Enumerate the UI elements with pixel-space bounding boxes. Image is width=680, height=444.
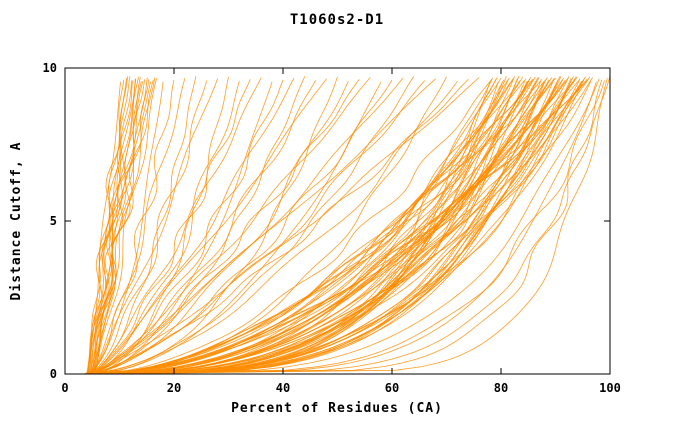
x-tick-label: 0 xyxy=(61,381,68,395)
y-axis-label: Distance Cutoff, A xyxy=(9,142,24,301)
model-curve xyxy=(88,79,284,375)
model-curve xyxy=(84,78,600,375)
model-curve xyxy=(90,78,137,375)
model-curve xyxy=(85,77,553,375)
model-curve xyxy=(85,80,580,375)
model-curve xyxy=(93,76,520,375)
model-curve xyxy=(90,79,360,375)
model-curve xyxy=(92,80,132,375)
model-curve xyxy=(87,80,605,375)
chart-title: T1060s2-D1 xyxy=(290,12,384,28)
model-curve xyxy=(84,81,597,375)
y-tick-label: 5 xyxy=(50,214,57,228)
model-curve xyxy=(91,79,154,375)
model-curve xyxy=(93,78,327,375)
x-tick-label: 20 xyxy=(167,381,181,395)
model-curve xyxy=(91,78,218,375)
model-curve xyxy=(85,76,611,375)
model-curve xyxy=(83,78,572,375)
axis-ticks xyxy=(64,67,611,375)
model-curve xyxy=(90,79,251,375)
model-curve xyxy=(88,79,393,375)
x-tick-label: 80 xyxy=(494,381,508,395)
model-curve xyxy=(86,76,306,375)
model-curve xyxy=(92,76,447,375)
model-curve xyxy=(84,76,229,375)
curves-group xyxy=(83,76,611,375)
model-curve xyxy=(83,81,164,375)
model-curve xyxy=(85,80,566,375)
x-axis-label: Percent of Residues (CA) xyxy=(231,401,443,416)
model-curve xyxy=(83,78,581,375)
model-curve xyxy=(86,76,536,375)
model-curve xyxy=(85,81,382,375)
model-curve xyxy=(86,76,532,375)
model-curve xyxy=(90,77,569,375)
model-curve xyxy=(86,79,550,375)
model-curve xyxy=(93,78,157,375)
model-curve xyxy=(84,76,415,375)
model-curve xyxy=(93,79,547,375)
model-curve xyxy=(83,81,503,375)
model-curve xyxy=(93,76,561,375)
model-curve xyxy=(90,77,514,375)
model-curve xyxy=(85,80,513,375)
model-curve xyxy=(86,79,603,375)
model-curve xyxy=(88,76,139,375)
model-curve xyxy=(92,77,156,375)
model-curve xyxy=(90,77,186,375)
model-curve xyxy=(93,79,493,375)
model-curve xyxy=(93,79,588,375)
model-curve xyxy=(89,77,608,375)
x-tick-label: 100 xyxy=(599,381,621,395)
model-curve xyxy=(85,76,197,375)
y-tick-label: 0 xyxy=(50,367,57,381)
model-curve xyxy=(87,81,349,375)
model-curve xyxy=(89,77,404,375)
model-curve xyxy=(90,81,592,375)
model-curve xyxy=(83,78,585,375)
model-curve xyxy=(86,79,559,375)
model-curve xyxy=(92,77,371,375)
model-curve xyxy=(85,80,525,375)
model-curve xyxy=(91,77,480,375)
model-curve xyxy=(92,77,262,375)
model-curve xyxy=(83,78,526,375)
model-curve xyxy=(85,77,498,375)
model-curve xyxy=(93,79,533,375)
model-curve xyxy=(90,79,150,375)
y-tick-label: 10 xyxy=(43,61,57,75)
x-tick-label: 40 xyxy=(276,381,290,395)
model-curve xyxy=(88,80,208,375)
model-curve xyxy=(86,76,577,375)
model-curve xyxy=(93,79,535,375)
model-curve xyxy=(88,79,469,375)
tick-labels: 0 20 40 60 80 100 0 5 10 xyxy=(43,61,621,395)
x-tick-label: 60 xyxy=(385,381,399,395)
model-curve xyxy=(85,77,593,375)
model-curve xyxy=(90,80,583,375)
model-curve xyxy=(83,81,544,375)
model-curve xyxy=(87,81,144,375)
model-curve xyxy=(87,81,240,375)
model-curve xyxy=(90,81,529,375)
model-curve xyxy=(87,80,426,375)
model-curve xyxy=(87,79,175,375)
model-curve xyxy=(85,77,539,375)
model-curve xyxy=(83,78,531,375)
model-curve xyxy=(89,80,317,375)
model-curve xyxy=(90,80,584,375)
model-curve xyxy=(93,76,574,375)
model-curve xyxy=(85,80,458,375)
model-curve xyxy=(91,78,436,375)
